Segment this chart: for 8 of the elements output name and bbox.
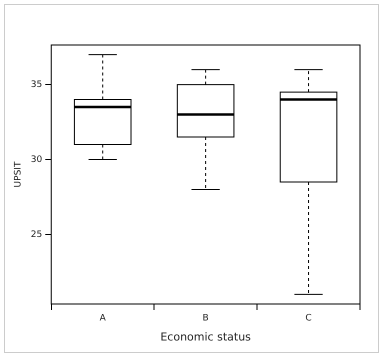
x-tick-label: B [202, 314, 209, 324]
y-axis-title: UPSIT [14, 161, 24, 188]
x-axis-title: Economic status [160, 330, 252, 344]
x-tick-label: C [305, 314, 312, 324]
y-tick-label: 25 [30, 230, 42, 240]
y-tick-label: 35 [30, 80, 42, 90]
y-tick-label: 30 [30, 154, 43, 165]
x-tick-label: A [100, 314, 107, 324]
